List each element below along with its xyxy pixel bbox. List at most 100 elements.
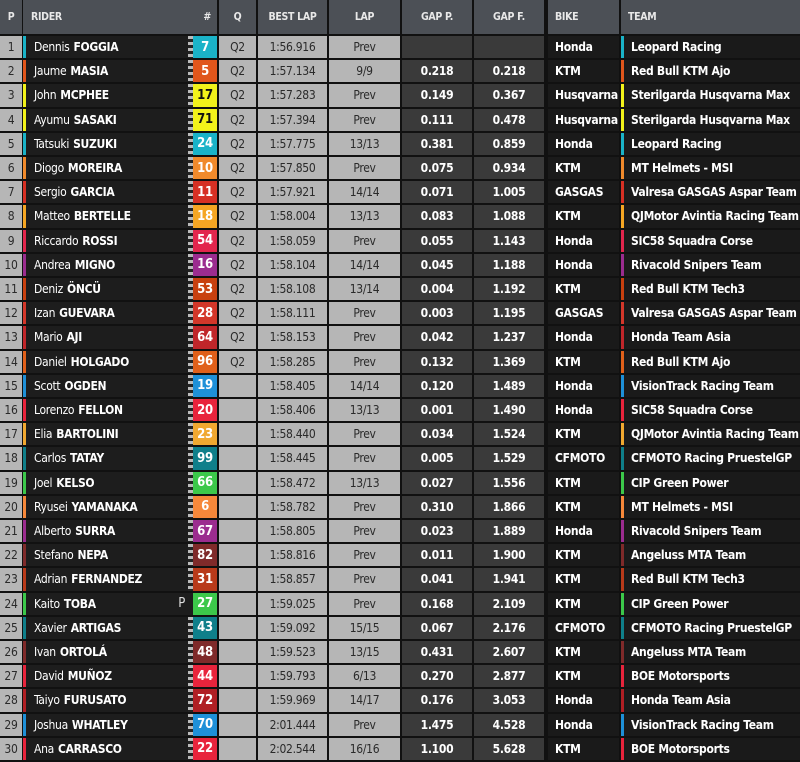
team[interactable]: BOE Motorsports <box>621 665 800 688</box>
table-row[interactable]: 5 Tatsuki SUZUKI 24 Q2 1:57.775 13/13 0.381 0.85… <box>0 132 800 157</box>
rider-name[interactable]: John MCPHEE <box>23 84 193 107</box>
team[interactable]: VisionTrack Racing Team <box>621 374 800 397</box>
team[interactable]: QJMotor Avintia Racing Team <box>621 423 800 446</box>
team[interactable]: CIP Green Power <box>621 471 800 494</box>
team[interactable]: Rivacold Snipers Team <box>621 520 800 543</box>
rider-name[interactable]: Xavier ARTIGAS <box>23 616 193 639</box>
rider-name[interactable]: Joel KELSO <box>23 471 193 494</box>
rider-name[interactable]: Ana CARRASCO <box>23 737 193 760</box>
rider-name[interactable]: Tatsuki SUZUKI <box>23 132 193 155</box>
header-number[interactable]: # <box>170 0 217 34</box>
rider-name[interactable]: Ryusei YAMANAKA <box>23 495 193 518</box>
rider-name[interactable]: Ivan ORTOLÁ <box>23 641 193 664</box>
rider-name[interactable]: Stefano NEPA <box>23 544 193 567</box>
team[interactable]: SIC58 Squadra Corse <box>621 399 800 422</box>
table-row[interactable]: 1 Dennis FOGGIA 7 Q2 1:56.916 Prev Honda Leopard… <box>0 36 800 60</box>
rider-name[interactable]: Mario AJI <box>23 326 193 349</box>
team[interactable]: Sterilgarda Husqvarna Max <box>621 84 800 107</box>
header-lap[interactable]: LAP <box>329 0 400 34</box>
table-row[interactable]: 27 David MUÑOZ 44 1:59.793 6/13 0.270 2.877 KTM B… <box>0 665 800 689</box>
rider-name[interactable]: Joshua WHATLEY <box>23 713 193 736</box>
table-row[interactable]: 30 Ana CARRASCO 22 2:02.544 16/16 1.100 5.628 KT… <box>0 737 800 762</box>
rider-name[interactable]: Kaito TOBA P <box>23 592 193 615</box>
rider-name[interactable]: Deniz ÖNCÜ <box>23 278 193 301</box>
header-bike[interactable]: BIKE <box>548 0 619 34</box>
team[interactable]: Red Bull KTM Tech3 <box>621 568 800 591</box>
rider-name[interactable]: Adrian FERNANDEZ <box>23 568 193 591</box>
table-row[interactable]: 26 Ivan ORTOLÁ 48 1:59.523 13/15 0.431 2.607 KTM… <box>0 641 800 665</box>
rider-name[interactable]: Sergio GARCIA <box>23 181 193 204</box>
team[interactable]: MT Helmets - MSI <box>621 157 800 180</box>
table-row[interactable]: 24 Kaito TOBA P 27 1:59.025 Prev 0.168 2.109 KTM C… <box>0 592 800 617</box>
team[interactable]: SIC58 Squadra Corse <box>621 229 800 252</box>
rider-name[interactable]: Diogo MOREIRA <box>23 157 193 180</box>
team[interactable]: Red Bull KTM Tech3 <box>621 278 800 301</box>
rider-name[interactable]: Ayumu SASAKI <box>23 108 193 131</box>
rider-name[interactable]: Jaume MASIA <box>23 60 193 83</box>
rider-name[interactable]: Izan GUEVARA <box>23 302 193 325</box>
table-row[interactable]: 6 Diogo MOREIRA 10 Q2 1:57.850 Prev 0.075 0.934 K… <box>0 157 800 181</box>
header-best-lap[interactable]: BEST LAP <box>258 0 327 34</box>
rider-name[interactable]: Lorenzo FELLON <box>23 399 193 422</box>
table-row[interactable]: 10 Andrea MIGNO 16 Q2 1:58.104 14/14 0.045 1.188… <box>0 253 800 278</box>
table-row[interactable]: 23 Adrian FERNANDEZ 31 1:58.857 Prev 0.041 1.94… <box>0 568 800 592</box>
team[interactable]: BOE Motorsports <box>621 737 800 760</box>
table-row[interactable]: 9 Riccardo ROSSI 54 Q2 1:58.059 Prev 0.055 1.143… <box>0 229 800 254</box>
table-row[interactable]: 2 Jaume MASIA 5 Q2 1:57.134 9/9 0.218 0.218 KTM Re… <box>0 60 800 84</box>
table-row[interactable]: 3 John MCPHEE 17 Q2 1:57.283 Prev 0.149 0.367 Hus… <box>0 84 800 108</box>
team[interactable]: CFMOTO Racing PruestelGP <box>621 616 800 639</box>
table-row[interactable]: 21 Alberto SURRA 67 1:58.805 Prev 0.023 1.889 Ho… <box>0 520 800 544</box>
team[interactable]: Sterilgarda Husqvarna Max <box>621 108 800 131</box>
rider-name[interactable]: Andrea MIGNO <box>23 253 193 276</box>
table-row[interactable]: 20 Ryusei YAMANAKA 6 1:58.782 Prev 0.310 1.866 K… <box>0 495 800 520</box>
team[interactable]: Rivacold Snipers Team <box>621 253 800 276</box>
header-gap-previous[interactable]: GAP P. <box>402 0 472 34</box>
rider-name[interactable]: Taiyo FURUSATO <box>23 689 193 712</box>
rider-name[interactable]: Scott OGDEN <box>23 374 193 397</box>
table-row[interactable]: 11 Deniz ÖNCÜ 53 Q2 1:58.108 13/14 0.004 1.192 KT… <box>0 278 800 302</box>
rider-name[interactable]: Matteo BERTELLE <box>23 205 193 228</box>
header-q[interactable]: Q <box>219 0 256 34</box>
team[interactable]: Honda Team Asia <box>621 689 800 712</box>
table-row[interactable]: 19 Joel KELSO 66 1:58.472 13/13 0.027 1.556 KTM C… <box>0 471 800 496</box>
header-rider[interactable]: RIDER <box>23 0 193 34</box>
team[interactable]: Valresa GASGAS Aspar Team <box>621 181 800 204</box>
team[interactable]: VisionTrack Racing Team <box>621 713 800 736</box>
table-row[interactable]: 4 Ayumu SASAKI 71 Q2 1:57.394 Prev 0.111 0.478 Hu… <box>0 108 800 133</box>
table-row[interactable]: 17 Elia BARTOLINI 23 1:58.440 Prev 0.034 1.524 K… <box>0 423 800 447</box>
table-row[interactable]: 29 Joshua WHATLEY 70 2:01.444 Prev 1.475 4.528 H… <box>0 713 800 738</box>
rider-name[interactable]: Dennis FOGGIA <box>23 36 193 59</box>
team[interactable]: Red Bull KTM Ajo <box>621 60 800 83</box>
team[interactable]: Leopard Racing <box>621 132 800 155</box>
table-row[interactable]: 18 Carlos TATAY 99 1:58.445 Prev 0.005 1.529 CFM… <box>0 447 800 471</box>
team[interactable]: Red Bull KTM Ajo <box>621 350 800 373</box>
team[interactable]: Honda Team Asia <box>621 326 800 349</box>
table-row[interactable]: 22 Stefano NEPA 82 1:58.816 Prev 0.011 1.900 KTM… <box>0 544 800 568</box>
rider-name[interactable]: Riccardo ROSSI <box>23 229 193 252</box>
header-team[interactable]: TEAM <box>621 0 800 34</box>
table-row[interactable]: 12 Izan GUEVARA 28 Q2 1:58.111 Prev 0.003 1.195 G… <box>0 302 800 326</box>
table-row[interactable]: 15 Scott OGDEN 19 1:58.405 14/14 0.120 1.489 Hon… <box>0 374 800 399</box>
table-row[interactable]: 25 Xavier ARTIGAS 43 1:59.092 15/15 0.067 2.176… <box>0 616 800 641</box>
table-row[interactable]: 28 Taiyo FURUSATO 72 1:59.969 14/17 0.176 3.053… <box>0 689 800 713</box>
team[interactable]: Angeluss MTA Team <box>621 641 800 664</box>
header-position[interactable]: P <box>0 0 22 34</box>
table-row[interactable]: 8 Matteo BERTELLE 18 Q2 1:58.004 13/13 0.083 1.0… <box>0 205 800 229</box>
table-row[interactable]: 16 Lorenzo FELLON 20 1:58.406 13/13 0.001 1.490… <box>0 399 800 423</box>
rider-name[interactable]: Daniel HOLGADO <box>23 350 193 373</box>
rider-name[interactable]: Carlos TATAY <box>23 447 193 470</box>
team[interactable]: Angeluss MTA Team <box>621 544 800 567</box>
table-row[interactable]: 13 Mario AJI 64 Q2 1:58.153 Prev 0.042 1.237 Hond… <box>0 326 800 350</box>
table-row[interactable]: 7 Sergio GARCIA 11 Q2 1:57.921 14/14 0.071 1.005… <box>0 181 800 205</box>
rider-name[interactable]: Elia BARTOLINI <box>23 423 193 446</box>
team[interactable]: CFMOTO Racing PruestelGP <box>621 447 800 470</box>
rider-name[interactable]: David MUÑOZ <box>23 665 193 688</box>
header-gap-first[interactable]: GAP F. <box>474 0 544 34</box>
team[interactable]: QJMotor Avintia Racing Team <box>621 205 800 228</box>
rider-name[interactable]: Alberto SURRA <box>23 520 193 543</box>
team[interactable]: MT Helmets - MSI <box>621 495 800 518</box>
table-row[interactable]: 14 Daniel HOLGADO 96 Q2 1:58.285 Prev 0.132 1.36… <box>0 350 800 375</box>
team[interactable]: Leopard Racing <box>621 36 800 59</box>
team[interactable]: Valresa GASGAS Aspar Team <box>621 302 800 325</box>
team[interactable]: CIP Green Power <box>621 592 800 615</box>
